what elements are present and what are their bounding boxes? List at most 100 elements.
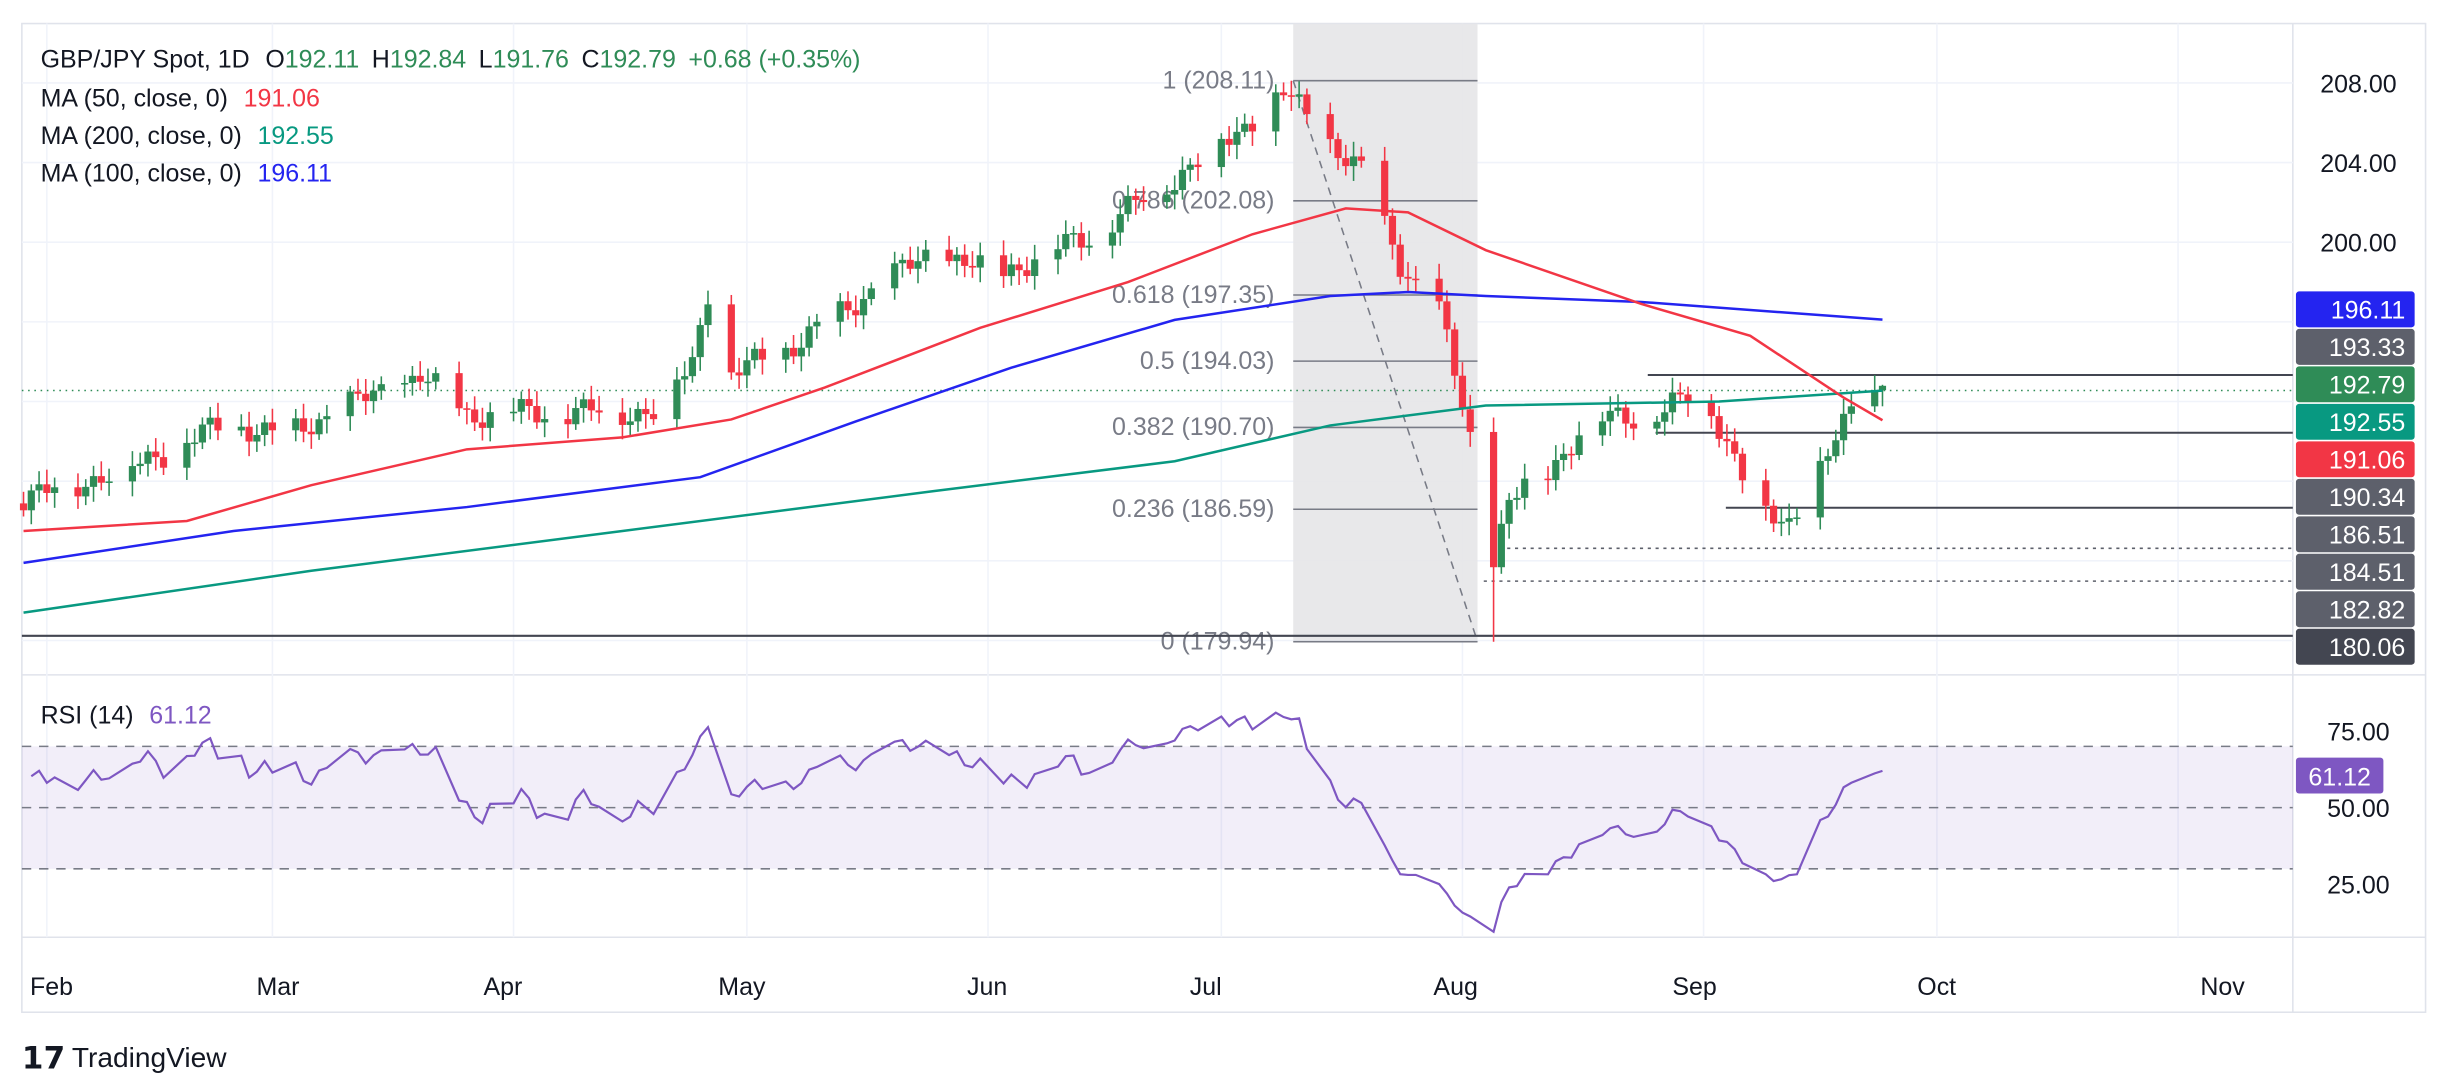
candle-body [1598, 421, 1607, 436]
price-badge-label: 184.51 [2329, 559, 2405, 587]
candle-body [1186, 164, 1194, 170]
price-badge-label: 196.11 [2331, 297, 2406, 325]
candle-body [564, 419, 572, 425]
candle-body [486, 412, 494, 428]
candle-body [346, 391, 354, 417]
candle-body [1279, 92, 1288, 96]
high-label: H [372, 45, 390, 73]
change-value: +0.68 (+0.35%) [688, 45, 860, 73]
candle-body [1839, 413, 1848, 441]
candle-body [1132, 195, 1140, 200]
candle-body [1334, 139, 1342, 159]
candle-body [1738, 453, 1747, 481]
candle-body [1513, 497, 1521, 500]
candle-body [74, 487, 82, 497]
rsi-badge-label: 61.12 [2308, 764, 2370, 792]
candle-body [634, 408, 642, 422]
candle-body [1505, 499, 1513, 524]
grid [21, 23, 2293, 938]
candle-body [1178, 169, 1187, 190]
candle-body [268, 422, 277, 431]
candle-body [517, 399, 525, 412]
candle-body [97, 476, 105, 483]
candle-body [859, 299, 868, 316]
candle-body [1077, 233, 1085, 248]
candle-body [128, 466, 137, 482]
svg-text:RSI (14)61.12: RSI (14) 61.12 [41, 701, 212, 729]
time-axis-label: Nov [2200, 973, 2245, 1001]
candle-body [1793, 517, 1801, 519]
time-axis-label: Feb [30, 973, 73, 1001]
candle-body [1396, 244, 1404, 277]
candle-body [1816, 460, 1824, 518]
candle-body [844, 301, 852, 311]
low-label: L [479, 45, 493, 73]
candle-body [1552, 460, 1560, 481]
candle-body [424, 381, 432, 384]
candle-body [1248, 123, 1257, 132]
candle-body [852, 310, 860, 316]
time-axis-label: Jun [967, 973, 1007, 1001]
candle-body [198, 424, 207, 443]
price-badge-label: 182.82 [2329, 597, 2405, 625]
candle-body [292, 418, 300, 431]
fib-level-label: 0.236 (186.59) [1112, 495, 1274, 523]
symbol-label: GBP/JPY Spot, 1D [41, 45, 250, 73]
candle-body [649, 414, 658, 420]
candle-body [1661, 412, 1669, 422]
rsi-label: RSI (14) [41, 701, 134, 729]
candle-body [968, 265, 977, 268]
candle-body [1381, 160, 1389, 216]
time-axis-label: Oct [1917, 973, 1956, 1001]
candle-body [1412, 278, 1420, 281]
ma100-line [23, 290, 1883, 565]
price-badge [2295, 591, 2415, 628]
candle-body [354, 391, 362, 394]
rsi-line [30, 711, 1883, 934]
candle-body [307, 431, 315, 435]
candle-body [626, 421, 634, 425]
candle-body [836, 301, 844, 322]
price-axis-label: 204.00 [2320, 150, 2396, 178]
ma100-value: 196.11 [257, 159, 332, 187]
candle-body [642, 408, 650, 415]
candle-body [758, 348, 767, 360]
tradingview-logo[interactable]: 𝟭𝟳 TradingView [22, 1040, 227, 1075]
fib-retracement[interactable]: 1 (208.11) 0.786 (202.08) 0.618 (197.35) 0.… [1112, 67, 1479, 656]
candle-body [19, 503, 28, 511]
ma50-value: 191.06 [244, 84, 320, 112]
candle-body [891, 263, 899, 289]
candle-body [1342, 158, 1350, 167]
candle-body [1762, 480, 1770, 506]
candle-body [1723, 438, 1731, 442]
candle-body [1023, 270, 1031, 277]
candle-body [144, 451, 152, 464]
candle-body [618, 412, 627, 425]
fib-level-label: 0 (179.94) [1161, 627, 1275, 655]
candle-body [152, 451, 160, 458]
candle-body [914, 261, 922, 269]
candle-body [362, 393, 370, 402]
candle-body [805, 326, 813, 348]
candle-body [35, 484, 43, 491]
rsi-axis-label: 25.00 [2327, 872, 2389, 900]
candle-body [105, 481, 113, 483]
candle-body [922, 249, 930, 262]
moving-averages [23, 207, 1884, 614]
candle-body [898, 259, 907, 264]
svg-text:MA (50, close, 0)191.06: MA (50, close, 0) 191.06 [41, 84, 320, 112]
price-badge-label: 191.06 [2329, 447, 2405, 475]
candle-body [1435, 278, 1443, 302]
candle-body [1326, 114, 1334, 140]
candle-body [681, 376, 689, 380]
candle-body [976, 255, 984, 268]
candle-body [1225, 138, 1233, 145]
candle-body [1715, 416, 1723, 439]
candle-body [1357, 156, 1365, 161]
candle-body [782, 347, 790, 360]
candle-body [1139, 199, 1148, 203]
price-badge [2295, 516, 2415, 553]
candle-body [299, 418, 308, 432]
candle-body [1731, 441, 1739, 454]
